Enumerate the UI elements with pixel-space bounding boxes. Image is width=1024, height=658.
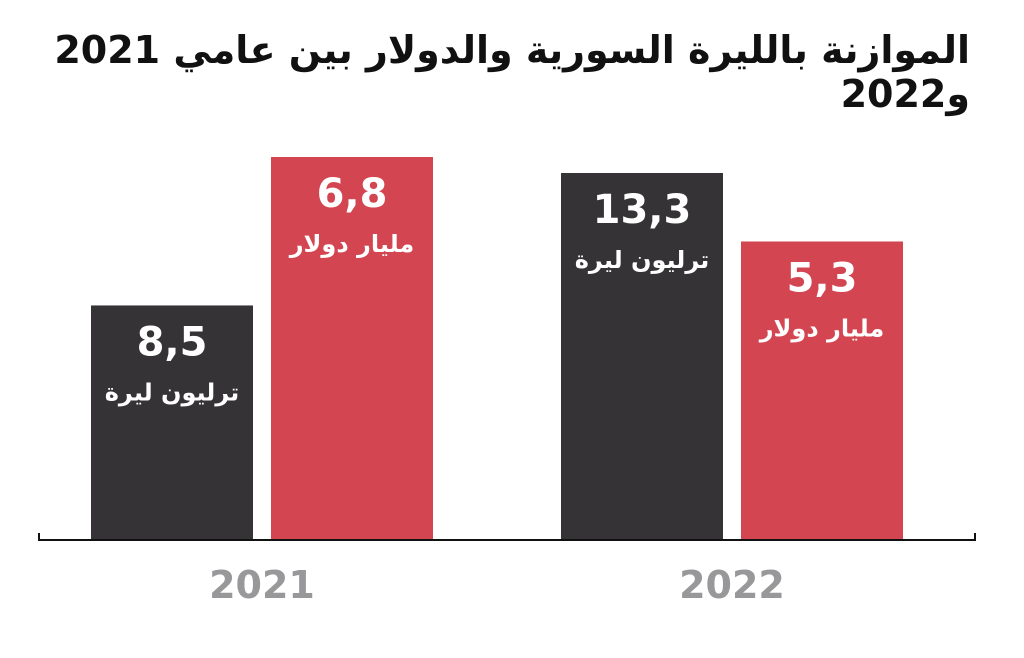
bar-2021-dollar bbox=[271, 157, 433, 540]
bar-2022-lira bbox=[561, 173, 723, 540]
value-label-2021-lira: 8,5 bbox=[137, 319, 208, 365]
bar-2021-lira bbox=[91, 305, 253, 540]
value-label-2021-dollar: 6,8 bbox=[317, 171, 388, 217]
value-label-2022-dollar: 5,3 bbox=[787, 255, 858, 301]
unit-label-2022-lira: ترليون ليرة bbox=[575, 246, 710, 274]
unit-label-2021-lira: ترليون ليرة bbox=[105, 378, 240, 406]
bar-2022-dollar bbox=[741, 241, 903, 540]
chart-title: الموازنة بالليرة السورية والدولار بين عا… bbox=[54, 28, 970, 116]
value-label-2022-lira: 13,3 bbox=[593, 187, 692, 233]
x-tick-label-2021: 2021 bbox=[209, 563, 315, 607]
unit-label-2021-dollar: مليار دولار bbox=[289, 230, 415, 258]
x-tick-label-2022: 2022 bbox=[679, 563, 785, 607]
unit-label-2022-dollar: مليار دولار bbox=[759, 314, 885, 342]
